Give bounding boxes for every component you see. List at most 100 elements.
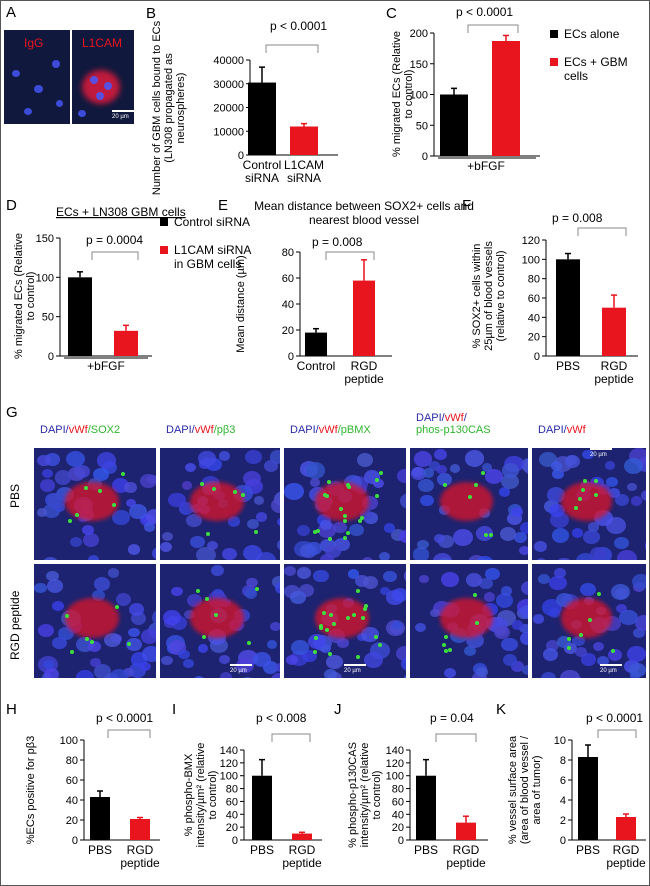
y-tick-label-k: 10 bbox=[554, 735, 566, 747]
y-axis-label-k: area of tumor) bbox=[531, 755, 543, 824]
y-tick-label-h: 0 bbox=[72, 835, 78, 847]
y-tick-label-j: 140 bbox=[386, 745, 404, 757]
legend-label-d-1: L1CAM siRNA bbox=[174, 243, 251, 257]
significance-bracket-d bbox=[91, 251, 139, 260]
y-tick-label-b: 30000 bbox=[213, 79, 244, 91]
y-tick-label-e: 60 bbox=[282, 273, 294, 285]
legend-label-c-0: ECs alone bbox=[564, 27, 620, 41]
x-tick-label-f: PBS bbox=[556, 359, 580, 373]
significance-bracket-c bbox=[467, 24, 519, 33]
significance-bracket-k bbox=[597, 729, 637, 738]
x-tick-label-b: L1CAM bbox=[284, 158, 324, 172]
panel-label-b: B bbox=[146, 5, 156, 22]
y-axis-label-f: 25µm of blood vessels bbox=[483, 241, 495, 351]
y-axis-label-j: intensity/µm² (relative bbox=[359, 743, 371, 848]
p-value-j: p = 0.04 bbox=[430, 711, 474, 725]
micrograph-r0-c3 bbox=[410, 448, 528, 560]
micrograph-r1-c1 bbox=[160, 564, 280, 678]
y-axis-label-j: % phospho-p130CAS bbox=[347, 742, 359, 848]
y-tick-label-j: 0 bbox=[398, 835, 404, 847]
y-tick-label-e: 0 bbox=[288, 351, 294, 363]
y-axis-label-d: % migrated ECs (Relative bbox=[13, 233, 25, 359]
y-tick-label-k: 6 bbox=[560, 775, 566, 787]
y-tick-label-d: 150 bbox=[36, 233, 54, 245]
y-axis-label-k: % vessel surface area bbox=[507, 735, 519, 844]
micrograph-r0-c2 bbox=[284, 448, 406, 560]
chart-title-d: ECs + LN308 GBM cells bbox=[56, 205, 186, 219]
y-tick-label-c: 0 bbox=[422, 151, 428, 163]
micrograph-r1-c2 bbox=[284, 564, 406, 678]
row-label-pbs: PBS bbox=[8, 483, 22, 508]
chart-title-e: Mean distance between SOX2+ cells and bbox=[254, 199, 474, 213]
y-tick-label-e: 80 bbox=[282, 247, 294, 259]
y-tick-label-f: 80 bbox=[528, 274, 540, 286]
y-tick-label-j: 120 bbox=[386, 758, 404, 770]
y-tick-label-c: 50 bbox=[416, 120, 428, 132]
scale-bar-g-1: 20 µm bbox=[230, 664, 252, 674]
label-igg: IgG bbox=[24, 36, 44, 50]
y-tick-label-j: 100 bbox=[386, 771, 404, 783]
y-tick-label-b: 40000 bbox=[213, 55, 244, 67]
bar-d-1 bbox=[114, 330, 138, 356]
panel-label-c: C bbox=[386, 5, 397, 22]
y-tick-label-k: 4 bbox=[560, 795, 566, 807]
y-tick-label-h: 40 bbox=[66, 795, 78, 807]
y-tick-label-f: 40 bbox=[528, 312, 540, 324]
x-tick-label-i: RGD bbox=[289, 843, 316, 857]
bar-j-1 bbox=[456, 822, 476, 840]
chart-title-e: nearest blood vessel bbox=[309, 213, 419, 227]
bar-d-0 bbox=[68, 277, 92, 356]
label-l1cam: L1CAM bbox=[82, 36, 123, 50]
p-value-e: p = 0.008 bbox=[312, 235, 363, 249]
y-tick-label-i: 40 bbox=[226, 809, 238, 821]
p-value-i: p < 0.008 bbox=[256, 711, 307, 725]
bar-c-1 bbox=[492, 40, 520, 157]
bar-i-1 bbox=[292, 833, 312, 840]
x-tick-label-h: RGD bbox=[127, 843, 154, 857]
significance-bracket-j bbox=[435, 733, 477, 742]
bar-f-0 bbox=[556, 259, 580, 356]
p-value-d: p = 0.0004 bbox=[86, 233, 143, 247]
y-axis-label-i: % phospho-BMX bbox=[183, 753, 195, 836]
y-tick-label-j: 60 bbox=[392, 796, 404, 808]
y-tick-label-f: 20 bbox=[528, 332, 540, 344]
y-axis-label-c: to control) bbox=[403, 70, 415, 119]
column-header-0: DAPI/vWf/SOX2 bbox=[40, 424, 121, 436]
bar-k-0 bbox=[578, 757, 598, 840]
micrograph-r0-c0 bbox=[34, 448, 156, 560]
bar-k-1 bbox=[616, 817, 636, 840]
significance-bracket-e bbox=[325, 251, 375, 260]
panel-label-f: F bbox=[462, 197, 471, 214]
bar-e-1 bbox=[353, 280, 375, 356]
y-axis-label-b: (LN308 propagated as bbox=[163, 53, 175, 163]
p-value-k: p < 0.0001 bbox=[586, 711, 643, 725]
bar-h-0 bbox=[90, 797, 110, 840]
y-axis-label-k: (area of blood vessel / bbox=[519, 735, 531, 844]
x-tick-label-k: PBS bbox=[576, 843, 600, 857]
panel-label-d: D bbox=[6, 197, 17, 214]
y-tick-label-f: 0 bbox=[534, 351, 540, 363]
p-value-b: p < 0.0001 bbox=[270, 19, 327, 33]
x-tick-label-h: PBS bbox=[88, 843, 112, 857]
x-tick-label-f: peptide bbox=[594, 372, 634, 386]
scale-bar-a: 20 µm bbox=[112, 110, 134, 120]
y-tick-label-i: 20 bbox=[226, 822, 238, 834]
legend-swatch-d-0 bbox=[160, 218, 168, 226]
micrograph-l1cam bbox=[72, 30, 134, 124]
x-tick-label-b: Control bbox=[243, 158, 282, 172]
x-tick-label-i: PBS bbox=[250, 843, 274, 857]
x-tick-label-e: Control bbox=[297, 359, 336, 373]
micrograph-r1-c0 bbox=[34, 564, 156, 678]
significance-bracket-h bbox=[107, 729, 151, 738]
micrograph-r1-c4 bbox=[532, 564, 646, 678]
y-tick-label-d: 100 bbox=[36, 272, 54, 284]
legend-label-d-1: in GBM cells bbox=[174, 257, 241, 271]
y-tick-label-i: 0 bbox=[232, 835, 238, 847]
y-tick-label-c: 200 bbox=[410, 28, 428, 40]
column-header-4: DAPI/vWf bbox=[538, 424, 586, 436]
group-label-c: +bFGF bbox=[467, 159, 505, 173]
y-tick-label-e: 20 bbox=[282, 325, 294, 337]
scale-bar-g-2: 20 µm bbox=[344, 664, 366, 674]
column-header-1: DAPI/vWf/pβ3 bbox=[166, 424, 236, 436]
